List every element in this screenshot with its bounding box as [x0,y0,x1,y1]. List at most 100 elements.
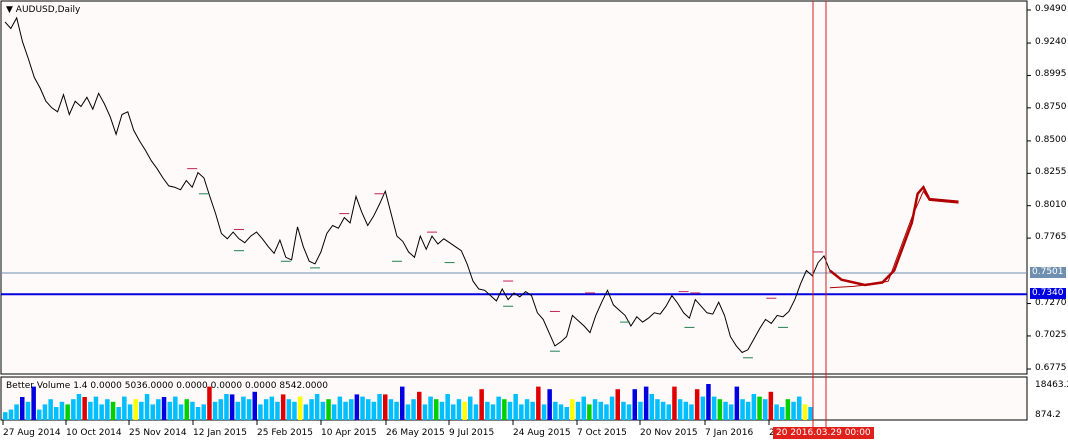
volume-bar [252,391,257,420]
volume-bar [150,404,155,420]
volume-bar [649,394,654,420]
volume-bar [615,389,620,420]
triangle-down-icon[interactable]: ▼ [6,5,13,15]
volume-bar [235,401,240,420]
volume-bar [808,407,813,420]
volume-bar [519,404,524,420]
volume-bar [677,399,683,420]
volume-bar [105,399,110,420]
volume-bar [763,399,768,420]
price-axis-label: 0.6775 [1035,363,1067,373]
volume-bar [366,399,371,420]
volume-bar [717,399,723,420]
volume-bar [462,401,467,420]
volume-bar [621,401,626,420]
volume-bar [502,399,507,420]
price-axis-label: 0.8255 [1035,167,1067,178]
volume-bar [405,404,411,420]
volume-bar [269,396,275,420]
time-axis-label: 9 Jul 2015 [449,428,495,438]
volume-bar [31,386,36,420]
volume-bar [309,399,314,420]
volume-bar [127,404,133,420]
volume-bar [479,389,484,420]
volume-bar [14,404,19,420]
volume-bar [263,399,269,420]
volume-bar [337,396,343,420]
volume-bar [785,399,791,420]
volume-bar [139,401,144,420]
volume-bar [394,401,399,420]
volume-bar [797,396,802,420]
chart-title[interactable]: ▼ AUDUSD,Daily [6,5,80,15]
price-axis-label: 0.8010 [1035,199,1067,210]
volume-bar [122,396,127,420]
volume-bar [439,401,445,420]
volume-bar [297,396,303,420]
volume-bar [25,401,31,420]
volume-bar [280,394,286,420]
volume-bar [349,399,354,420]
volume-bar [314,394,320,420]
volume-bar [224,394,229,420]
volume-bar [666,404,671,420]
price-axis-label: 0.9490 [1035,4,1067,14]
price-axis-label: 0.8750 [1035,101,1067,112]
volume-bar [241,396,246,420]
volume-bar [42,404,48,420]
time-axis-label: 25 Feb 2015 [257,428,314,438]
symbol-timeframe-label: AUDUSD,Daily [15,5,81,15]
time-axis-label: 24 Aug 2015 [513,428,571,438]
volume-bar [417,391,422,420]
time-axis-label: 12 Jan 2015 [193,428,247,438]
volume-bar [99,404,104,420]
volume-bar [473,404,479,420]
volume-bar [468,396,473,420]
volume-bar [20,397,25,420]
volume-bar [553,401,558,420]
volume-bar [377,394,382,420]
time-axis-label: 7 Oct 2015 [577,428,627,438]
main-plot-area[interactable] [0,0,1028,375]
volume-bar [581,396,586,420]
volume-bar [513,394,518,420]
volume-bar [751,394,757,420]
cursor-time-label: 20 2016.03.29 00:00 [773,427,874,439]
volume-bar [757,396,762,420]
volume-bar [48,399,53,420]
volume-bar [434,399,439,420]
volume-bar [59,401,65,420]
current-price-tag: 0.7501 [1030,267,1066,278]
volume-axis-max-label: 18463.2 [1035,380,1068,390]
volume-bar [428,396,433,420]
volume-bar [320,401,326,420]
volume-bar [93,396,99,420]
volume-bar [229,394,235,420]
volume-bar [711,396,717,420]
forecast-lower-line [829,190,959,289]
volume-bar [451,404,456,420]
volume-bar [530,401,535,420]
volume-bar [700,396,706,420]
volume-bar [201,404,206,420]
volume-bar [655,399,660,420]
volume-bar [371,401,377,420]
volume-bar [564,407,569,420]
price-line-series [4,16,831,354]
volume-bar [445,394,450,420]
price-axis-label: 0.8500 [1035,134,1067,145]
volume-bar [683,401,689,420]
volume-bar [190,401,195,420]
volume-bar [689,404,694,420]
volume-bar [604,404,609,420]
price-axis-label: 0.7025 [1035,329,1067,340]
volume-bar [303,404,309,420]
volume-bar [173,396,178,420]
price-axis-label: 0.9240 [1035,37,1067,48]
volume-bar [768,391,774,420]
volume-bar [456,399,462,420]
volume-bar [144,394,150,420]
volume-bar [536,386,541,420]
volume-bar [246,399,252,420]
